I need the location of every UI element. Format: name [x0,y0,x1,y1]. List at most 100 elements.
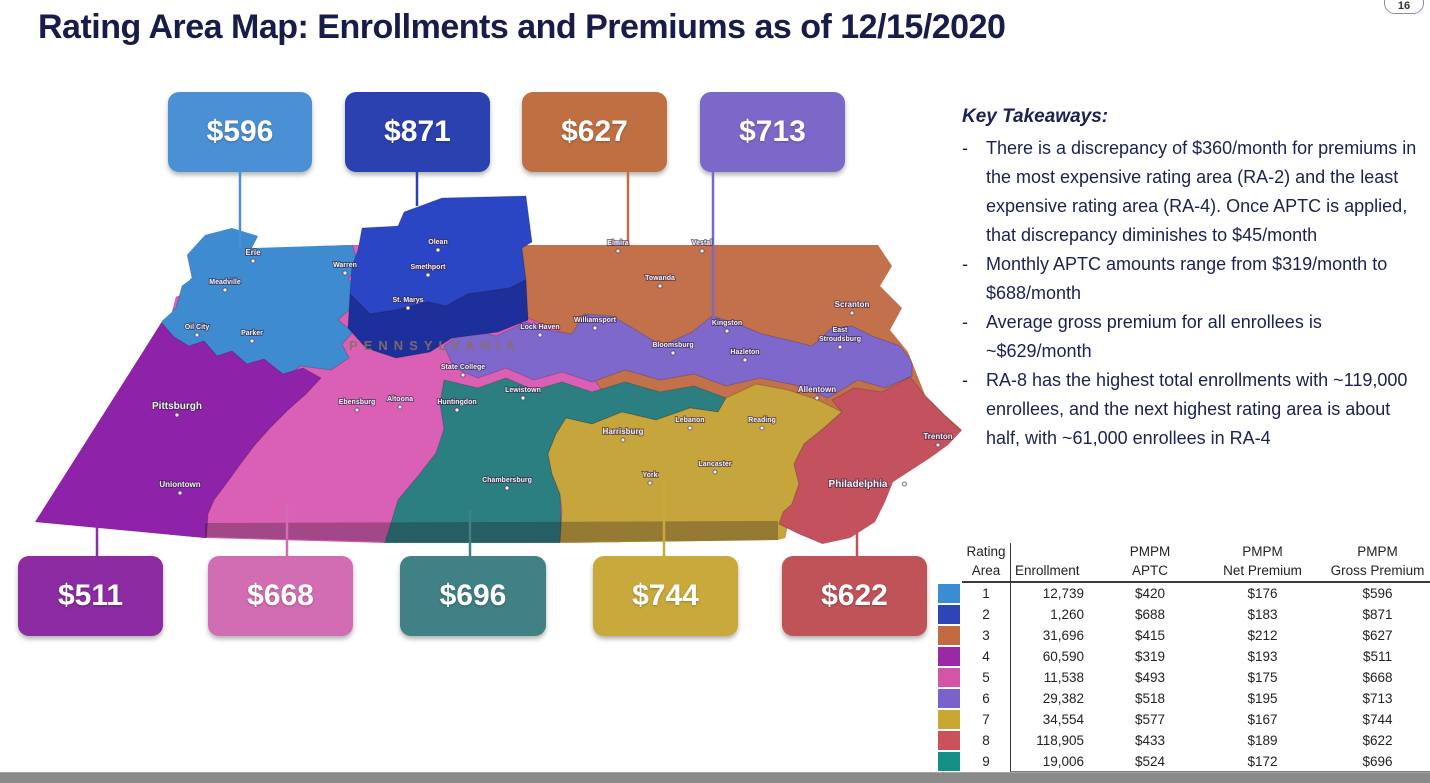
takeaway-bullet: - Average gross premium for all enrollees… [962,308,1420,366]
city-label-erie: Erie [245,248,261,257]
table-cell-rating-area: 8 [982,733,990,748]
table-cell-rating-area: 5 [982,670,990,685]
table-cell-rating-area: 7 [982,712,990,727]
bullet-dash: - [962,138,968,158]
city-label-olean: Olean [428,239,447,246]
table-cell-pmpm-net-premium: $189 [1247,733,1278,748]
city-label-trenton: Trenton [923,432,952,441]
table-cell-pmpm-gross-premium: $622 [1362,733,1393,748]
table-cell-pmpm-aptc: $433 [1134,733,1166,748]
city-label-meadville: Meadville [209,279,241,286]
table-cell-enrollment: 60,590 [1010,646,1100,667]
premium-callout-511: $511 [18,556,163,636]
header-rating-area: Rating Area [962,543,1010,583]
region-ra4 [35,321,322,544]
city-dot [814,395,820,401]
table-cell-pmpm-gross-premium: $713 [1362,691,1393,706]
city-label-towanda: Towanda [645,275,675,282]
region-ra2-front [347,279,529,359]
city-label-york: York [642,472,657,479]
city-dot [657,283,663,289]
table-cell-pmpm-aptc: $319 [1134,649,1166,664]
takeaway-bullet: - Monthly APTC amounts range from $319/mo… [962,250,1420,308]
table-cell-pmpm-gross-premium: $627 [1362,628,1393,643]
premium-callout-744: $744 [593,556,738,636]
table-cell-rating-area: 6 [982,691,990,706]
takeaway-bullet: - RA-8 has the highest total enrollments … [962,366,1420,453]
bullet-dash: - [962,254,968,274]
area-color-swatch-4 [938,647,960,666]
city-dot [537,332,543,338]
city-dot [249,338,255,344]
bullet-text: Monthly APTC amounts range from $319/mon… [986,254,1388,303]
city-dot [647,480,653,486]
table-cell-rating-area: 3 [982,628,990,643]
city-label-warren: Warren [333,262,357,269]
city-label-scranton: Scranton [835,300,870,309]
table-cell-enrollment: 11,538 [1010,667,1100,688]
city-label-pittsburgh: Pittsburgh [152,401,202,412]
city-label-ebensburg: Ebensburg [339,399,376,406]
table-cell-pmpm-gross-premium: $696 [1325,751,1430,772]
city-dot [397,404,403,410]
city-label-hazleton: Hazleton [730,349,759,356]
bullet-dash: - [962,312,968,332]
city-dot [520,395,526,401]
area-color-swatch-2 [938,605,960,624]
page-title: Rating Area Map: Enrollments and Premium… [38,8,1006,46]
bullet-text: RA-8 has the highest total enrollments w… [986,370,1408,448]
table-cell-pmpm-aptc: $524 [1100,751,1200,772]
city-label-bloomsburg: Bloomsburg [652,342,693,349]
takeaway-bullet: - There is a discrepancy of $360/month fo… [962,134,1420,250]
city-dot [177,490,183,496]
city-label-lock-haven: Lock Haven [520,324,559,331]
table-cell-enrollment: 1,260 [1010,604,1100,625]
city-dot [759,425,765,431]
city-dot [425,272,431,278]
city-label-harrisburg: Harrisburg [603,427,644,436]
city-dot [935,442,941,448]
city-label-vestal: Vestal [692,240,712,247]
area-color-swatch-3 [938,626,960,645]
table-cell-rating-area: 1 [982,586,990,601]
city-label-parker: Parker [241,330,263,337]
city-label-allentown: Allentown [798,385,836,394]
page-number-badge: 16 [1384,0,1424,14]
state-name-label: PENNSYLVANIA [349,338,521,353]
city-dot [837,344,843,350]
table-cell-pmpm-net-premium: $172 [1200,751,1325,772]
table-cell-pmpm-net-premium: $212 [1247,628,1278,643]
city-label-oil-city: Oil City [185,324,210,331]
city-label-lancaster: Lancaster [698,461,731,468]
city-dot [670,350,676,356]
city-dot [454,407,460,413]
key-takeaways-heading: Key Takeaways: [962,106,1109,127]
city-label-williamsport: Williamsport [574,317,617,324]
area-color-swatch-9 [938,752,960,771]
area-color-swatch-7 [938,710,960,729]
window-bottom-bar [0,772,1430,783]
premium-callout-713: $713 [700,92,845,172]
city-dot [194,332,200,338]
table-cell-enrollment: 12,739 [1010,583,1100,604]
city-dot [592,325,598,331]
city-label-lebanon: Lebanon [675,417,704,424]
city-dot [354,407,360,413]
header-swatch-spacer [938,543,962,583]
city-label-elmira: Elmira [607,240,629,247]
premium-callout-668: $668 [208,556,353,636]
table-cell-pmpm-aptc: $420 [1134,586,1166,601]
table-cell-pmpm-gross-premium: $668 [1362,670,1393,685]
city-label-kingston: Kingston [712,320,742,327]
table-cell-rating-area: 2 [982,607,990,622]
premium-callout-696: $696 [400,556,546,636]
table-cell-enrollment: 31,696 [1010,625,1100,646]
city-dot [405,305,411,311]
city-dot [435,247,441,253]
table-cell-pmpm-net-premium: $175 [1247,670,1278,685]
region-ra6 [443,313,913,399]
table-cell-enrollment: 29,382 [1010,688,1100,709]
city-label-huntingdon: Huntingdon [437,399,476,406]
table-cell-enrollment: 34,554 [1010,709,1100,730]
area-color-swatch-6 [938,689,960,708]
